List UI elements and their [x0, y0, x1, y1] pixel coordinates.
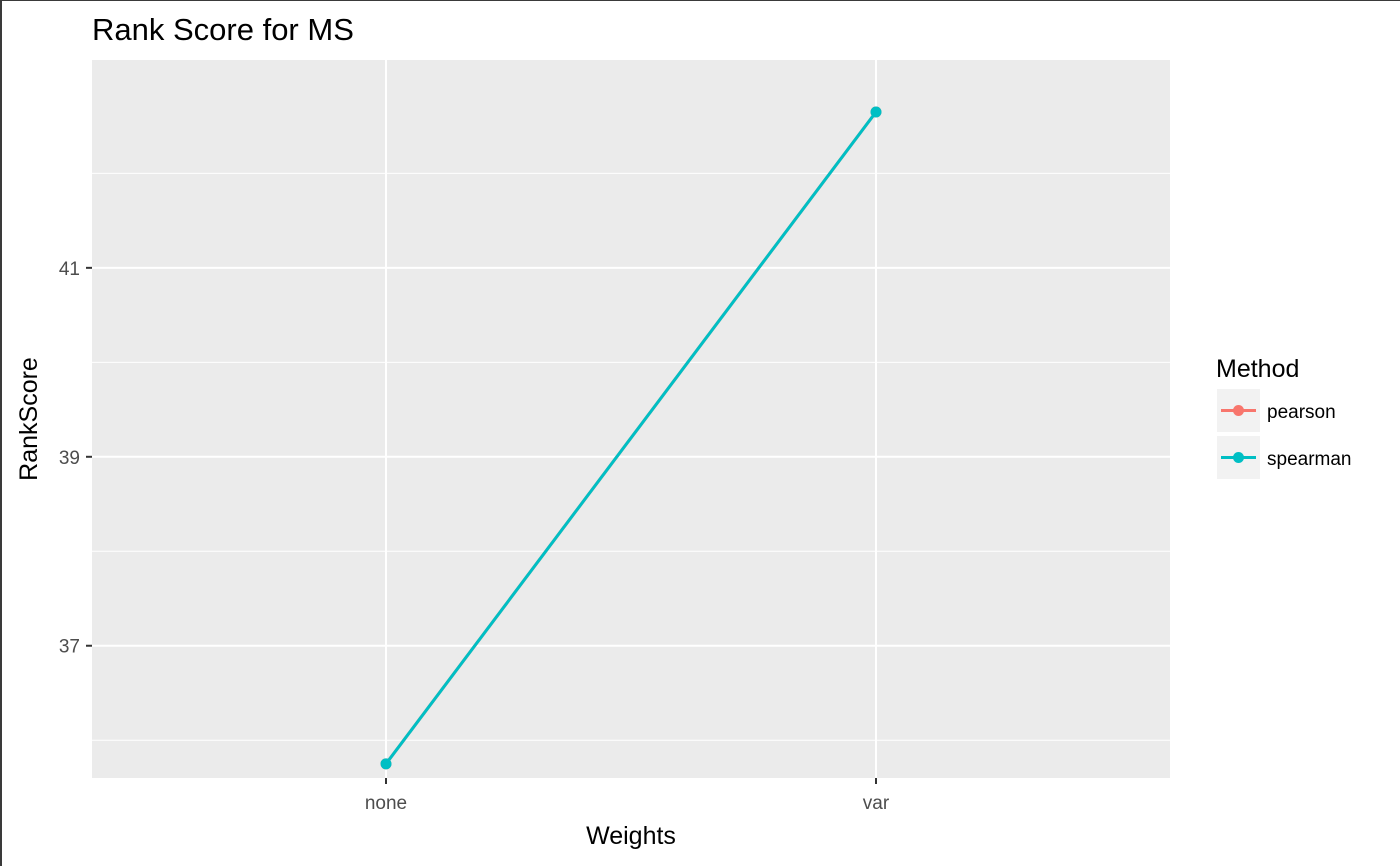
y-tick-label: 39 — [59, 448, 80, 469]
minor-gridlines — [92, 172, 1170, 741]
legend-label: spearman — [1267, 449, 1352, 470]
x-tick-label: none — [365, 793, 407, 814]
series-line-spearman — [384, 111, 878, 765]
legend: Method pearson spearman — [1216, 355, 1352, 479]
legend-item-spearman: spearman — [1217, 436, 1352, 479]
plot-panel — [92, 60, 1170, 778]
window-frame-left — [0, 0, 2, 866]
window-frame-top — [0, 0, 1400, 1]
major-gridlines — [92, 60, 1170, 778]
y-tick-label: 37 — [59, 637, 80, 658]
legend-title: Method — [1216, 355, 1299, 383]
data-point-spearman — [380, 758, 392, 770]
legend-label: pearson — [1267, 402, 1336, 423]
legend-key-point — [1233, 452, 1244, 463]
chart-title: Rank Score for MS — [92, 12, 354, 47]
legend-key-point — [1233, 405, 1244, 416]
x-tick-label: var — [863, 793, 890, 814]
legend-item-pearson: pearson — [1217, 389, 1336, 432]
x-axis: none var — [365, 778, 890, 814]
data-point-spearman — [870, 106, 882, 118]
y-tick-label: 41 — [59, 259, 80, 280]
x-axis-title: Weights — [586, 822, 676, 850]
y-axis: 37 39 41 — [59, 259, 92, 658]
y-axis-title: RankScore — [15, 357, 43, 481]
series-spearman — [380, 106, 882, 770]
series-layer — [380, 106, 882, 770]
